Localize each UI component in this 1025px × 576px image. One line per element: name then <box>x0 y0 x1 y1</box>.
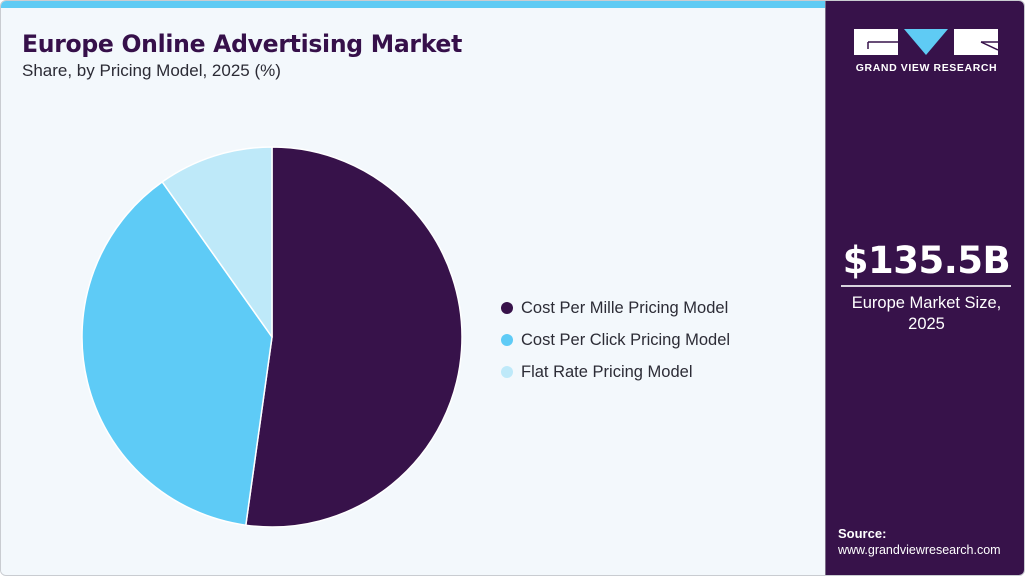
legend-item-cost-per-click: Cost Per Click Pricing Model <box>501 324 730 356</box>
accent-strip <box>1 1 825 8</box>
legend-item-flat-rate: Flat Rate Pricing Model <box>501 356 730 388</box>
market-size-label: Europe Market Size, 2025 <box>826 293 1024 335</box>
legend-swatch <box>501 334 513 346</box>
brand-name: GRAND VIEW RESEARCH <box>855 62 998 74</box>
chart-legend: Cost Per Mille Pricing Model Cost Per Cl… <box>501 292 730 388</box>
pie-slice-cost-per-click <box>81 181 273 526</box>
legend-label: Flat Rate Pricing Model <box>521 362 693 381</box>
market-size-label-line1: Europe Market Size, <box>851 294 1002 312</box>
legend-label: Cost Per Click Pricing Model <box>521 330 731 349</box>
market-size-label-line2: 2025 <box>908 315 945 333</box>
pie-chart <box>81 146 463 528</box>
market-size-value: $135.5B <box>842 239 1011 282</box>
source-label: Source: <box>838 526 887 541</box>
pie-slice-cost-per-mille <box>245 146 463 528</box>
sidebar-panel: GRAND VIEW RESEARCH $135.5B Europe Marke… <box>825 1 1024 575</box>
divider <box>841 285 1011 287</box>
legend-swatch <box>501 302 513 314</box>
legend-item-cost-per-mille: Cost Per Mille Pricing Model <box>501 292 730 324</box>
gvr-logo-icon <box>854 29 998 55</box>
legend-swatch <box>501 366 513 378</box>
chart-title: Europe Online Advertising Market <box>22 30 463 58</box>
legend-label: Cost Per Mille Pricing Model <box>521 298 729 317</box>
chart-area: Europe Online Advertising Market Share, … <box>1 8 825 575</box>
source-link[interactable]: www.grandviewresearch.com <box>838 543 1001 557</box>
chart-subtitle: Share, by Pricing Model, 2025 (%) <box>22 61 281 80</box>
pie-slice-flat-rate <box>161 146 273 338</box>
